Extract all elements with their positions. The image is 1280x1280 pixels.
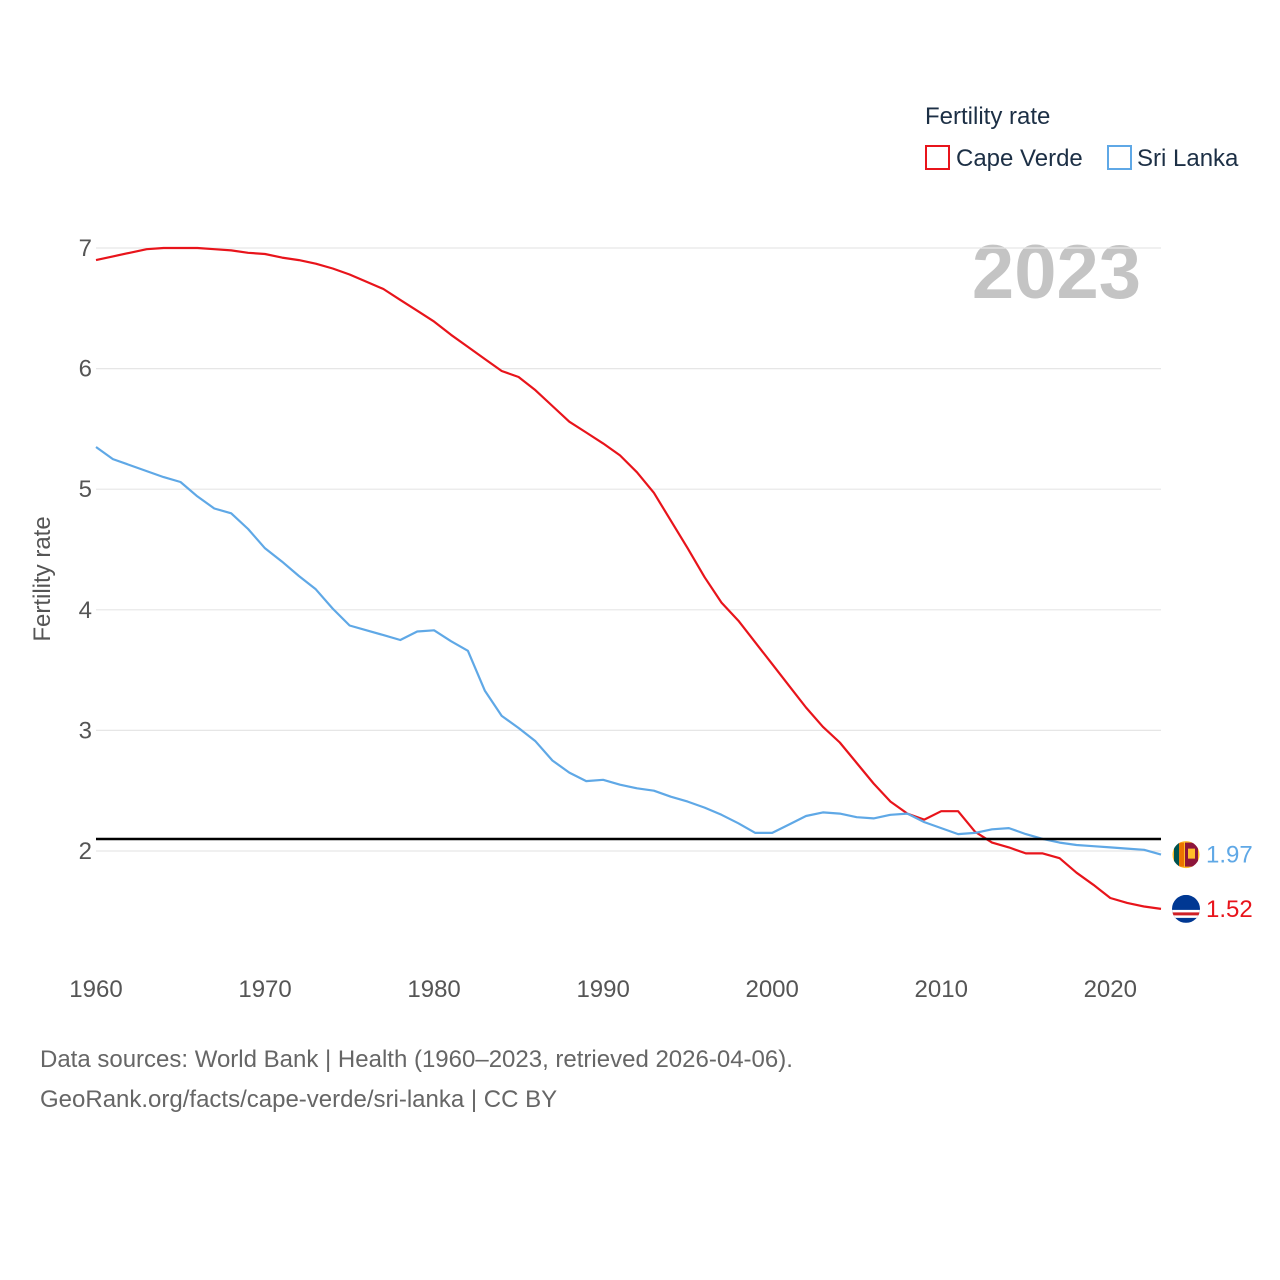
sri-lanka-flag-icon (1172, 840, 1200, 869)
x-tick-label: 2020 (1084, 976, 1137, 1003)
y-tick-label: 2 (79, 838, 92, 865)
y-axis-ticks: 2 3 4 5 6 7 (79, 235, 92, 865)
footer: Data sources: World Bank | Health (1960–… (40, 1040, 793, 1120)
y-tick-label: 6 (79, 356, 92, 383)
legend-swatch-sri-lanka (1107, 145, 1132, 170)
legend-label-cape-verde: Cape Verde (956, 145, 1083, 172)
x-tick-label: 2000 (745, 976, 798, 1003)
data-sources-text: Data sources: World Bank | Health (1960–… (40, 1046, 793, 1073)
y-axis-label: Fertility rate (29, 516, 56, 641)
x-tick-label: 1960 (69, 976, 122, 1003)
series-line-sri-lanka (95, 446, 1162, 856)
legend-swatch-cape-verde (925, 145, 950, 170)
y-tick-label: 7 (79, 235, 92, 262)
gridlines (96, 247, 1161, 852)
cape-verde-flag-icon (1172, 894, 1200, 923)
line-chart: Fertility rate Cape Verde Sri Lanka 2023… (29, 103, 1253, 1003)
x-axis-ticks: 1960 1970 1980 1990 2000 2010 2020 (69, 976, 1137, 1003)
legend-title: Fertility rate (925, 103, 1050, 130)
y-tick-label: 3 (79, 717, 92, 744)
end-value-sri-lanka: 1.97 (1206, 842, 1253, 869)
y-tick-label: 4 (79, 597, 92, 624)
source-url-text: GeoRank.org/facts/cape-verde/sri-lanka |… (40, 1086, 558, 1113)
x-tick-label: 1980 (407, 976, 460, 1003)
x-tick-label: 2010 (915, 976, 968, 1003)
x-tick-label: 1970 (238, 976, 291, 1003)
end-markers: 1.97 1.52 (1171, 840, 1253, 923)
series-group (95, 246, 1162, 910)
legend-label-sri-lanka: Sri Lanka (1137, 145, 1239, 172)
y-tick-label: 5 (79, 476, 92, 503)
x-tick-label: 1990 (576, 976, 629, 1003)
series-line-cape-verde (95, 246, 1162, 910)
end-value-cape-verde: 1.52 (1206, 896, 1253, 923)
year-watermark: 2023 (972, 230, 1141, 315)
